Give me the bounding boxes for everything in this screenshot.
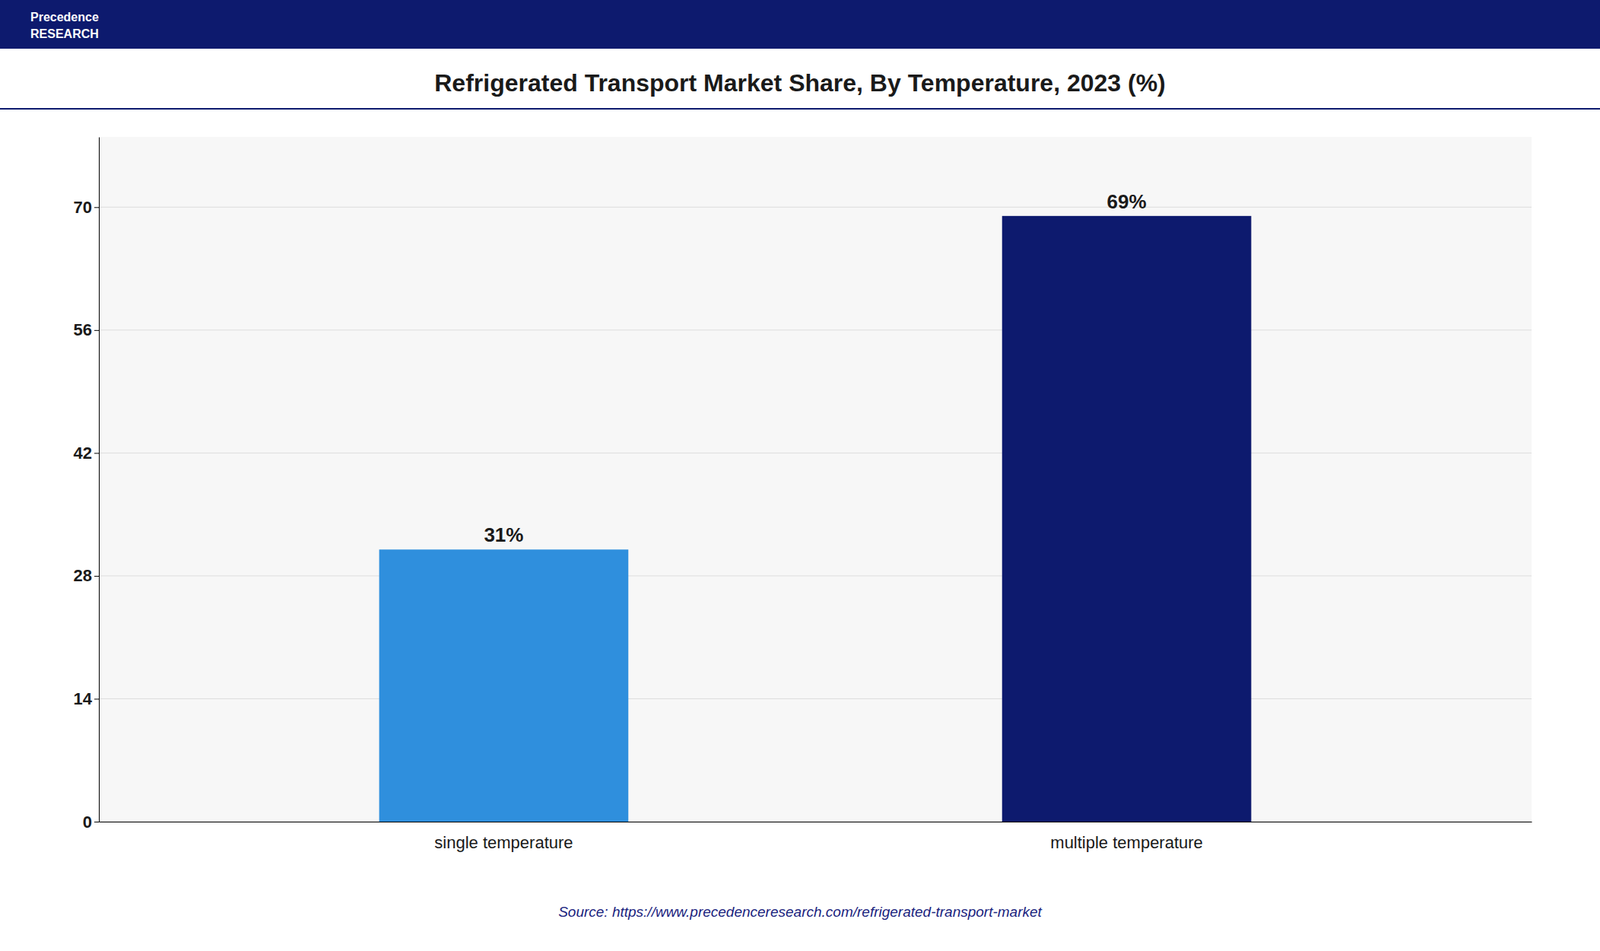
y-tick: 56	[73, 320, 99, 340]
y-tick-mark	[94, 206, 99, 208]
grid	[98, 206, 1532, 822]
grid-line	[98, 329, 1532, 331]
logo-text: Precedence	[30, 10, 99, 24]
x-axis: single temperature multiple temperature	[99, 822, 1533, 853]
x-tick: single temperature	[434, 832, 573, 852]
grid-line	[98, 698, 1532, 699]
bars	[379, 215, 1252, 822]
y-tick: 0	[82, 812, 99, 832]
plot-area: 31% 69% 0 14 28 42 56 70 single temperature multi…	[73, 136, 1533, 852]
grid-line	[98, 574, 1532, 576]
y-tick-label: 28	[73, 565, 93, 585]
y-tick-label: 56	[73, 320, 93, 340]
chart-title: Refrigerated Transport Market Share, By …	[434, 69, 1166, 97]
y-axis: 0 14 28 42 56 70	[73, 137, 100, 832]
chart-canvas: Precedence RESEARCH Refrigerated Transport…	[0, 0, 1600, 951]
x-tick: multiple temperature	[1050, 832, 1204, 852]
y-tick: 14	[73, 688, 99, 708]
y-tick: 42	[73, 443, 99, 463]
bar	[379, 549, 629, 822]
y-tick-mark	[94, 330, 99, 331]
x-tick-label: multiple temperature	[1050, 832, 1204, 852]
y-tick-mark	[94, 452, 99, 454]
logo-text: RESEARCH	[30, 27, 99, 41]
y-tick-label: 14	[73, 688, 93, 708]
plot-background	[98, 136, 1532, 822]
x-tick-label: single temperature	[434, 832, 573, 852]
y-tick-mark	[94, 698, 99, 699]
data-label: 69%	[1107, 190, 1147, 213]
y-tick-label: 0	[82, 812, 93, 832]
grid-line	[98, 452, 1532, 454]
x-axis-line	[99, 821, 1533, 823]
grid-line	[98, 206, 1532, 208]
y-tick-label: 42	[73, 443, 93, 463]
data-labels: 31% 69%	[483, 190, 1147, 547]
header-bar	[0, 0, 1600, 49]
source-text: Source: https://www.precedenceresearch.c…	[558, 903, 1042, 920]
title-separator	[0, 107, 1600, 110]
y-axis-line	[98, 137, 100, 823]
bar	[1002, 215, 1252, 822]
y-tick: 70	[73, 197, 99, 217]
y-tick-mark	[94, 821, 99, 823]
y-tick-label: 70	[73, 197, 93, 217]
y-tick: 28	[73, 565, 99, 585]
grid-line	[98, 821, 1532, 823]
y-tick-mark	[94, 575, 99, 577]
data-label: 31%	[483, 523, 524, 547]
